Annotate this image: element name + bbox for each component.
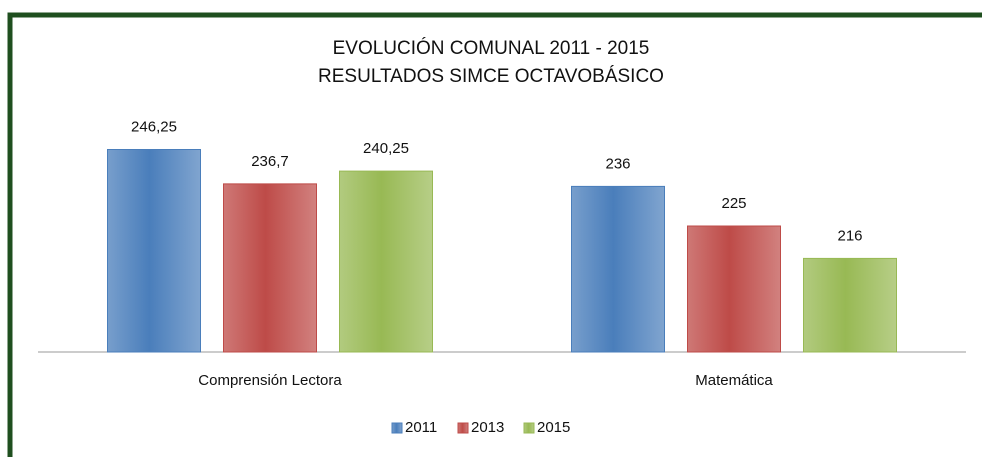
legend-label: 2011 xyxy=(405,419,437,436)
x-tick-label: Matemática xyxy=(695,372,773,389)
bar xyxy=(571,185,665,353)
legend-label: 2013 xyxy=(471,419,504,436)
bar xyxy=(107,149,201,353)
bar xyxy=(687,225,781,353)
bar xyxy=(339,170,433,353)
bar xyxy=(803,257,897,353)
legend-swatch xyxy=(457,422,469,434)
legend-swatch xyxy=(523,422,535,434)
legend-label: 2015 xyxy=(537,419,570,436)
value-label: 246,25 xyxy=(131,118,177,135)
value-label: 216 xyxy=(837,227,862,244)
value-label: 225 xyxy=(721,195,746,212)
x-tick-label: Comprensión Lectora xyxy=(198,372,342,389)
value-label: 240,25 xyxy=(363,140,409,157)
legend-swatch xyxy=(391,422,403,434)
value-label: 236,7 xyxy=(251,153,289,170)
bar xyxy=(223,183,317,353)
value-label: 236 xyxy=(605,155,630,172)
chart-title: EVOLUCIÓN COMUNAL 2011 - 2015 xyxy=(333,37,650,59)
chart-subtitle: RESULTADOS SIMCE OCTAVOBÁSICO xyxy=(318,66,664,87)
